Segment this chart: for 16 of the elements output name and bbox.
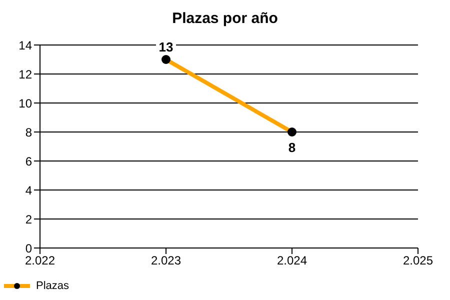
data-label: 8: [288, 140, 296, 155]
y-tick-label: 6: [25, 154, 32, 168]
y-tick-label: 14: [18, 38, 32, 52]
y-tick-label: 8: [25, 125, 32, 140]
chart-title: Plazas por año: [171, 10, 279, 27]
x-tick-label: 2.022: [24, 254, 56, 268]
y-tick-label: 4: [25, 183, 32, 198]
x-tick-label: 2.025: [402, 254, 434, 268]
y-tick-label: 2: [25, 212, 32, 226]
legend-label: Plazas: [36, 280, 70, 292]
x-tick-label: 2.023: [150, 254, 182, 268]
y-tick-label: 10: [18, 96, 32, 110]
y-tick-label: 12: [18, 67, 32, 82]
data-label: 13: [158, 40, 174, 54]
y-tick-label: 0: [25, 241, 32, 256]
x-tick-label: 2.024: [276, 254, 308, 268]
